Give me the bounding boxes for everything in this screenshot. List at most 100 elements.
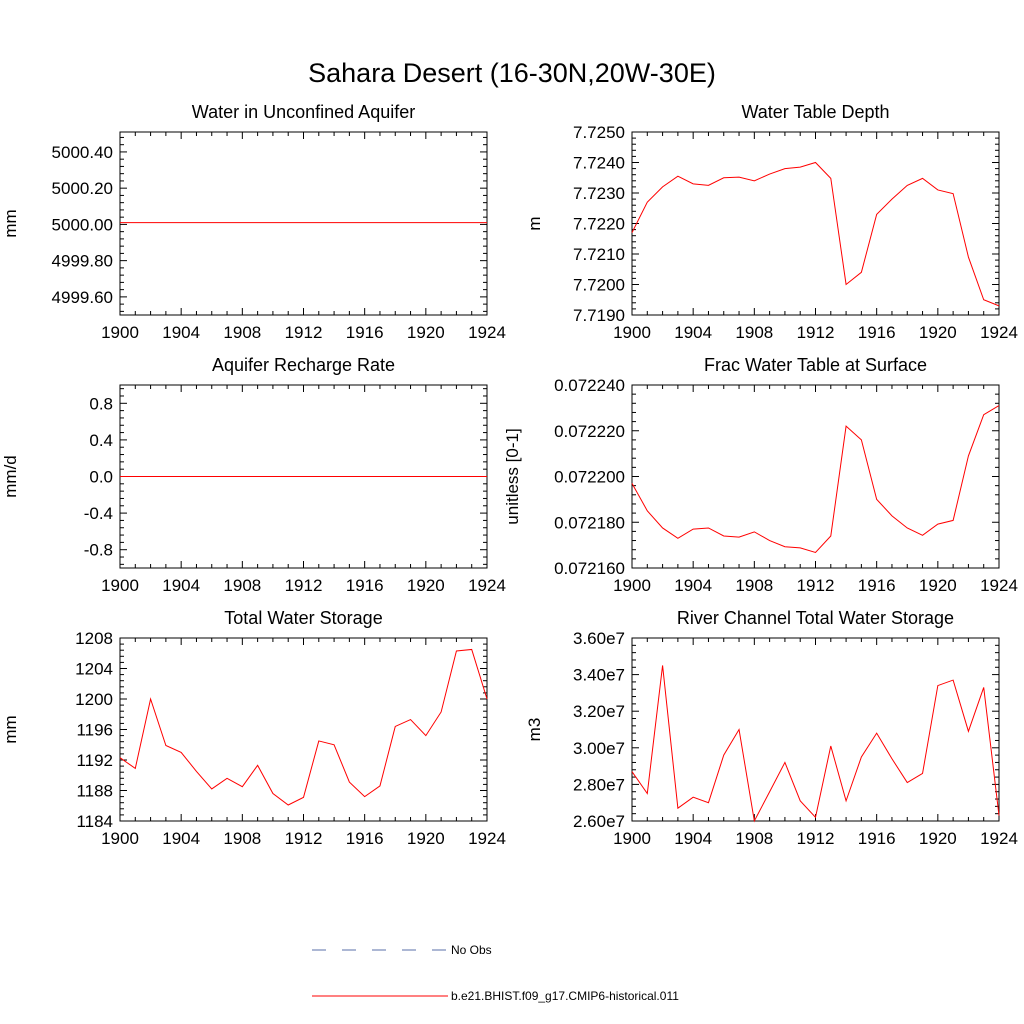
y-tick-label: 1208 (75, 629, 113, 648)
x-tick-label: 1904 (674, 323, 712, 342)
y-tick-label: 5000.40 (52, 143, 113, 162)
panel-title: Aquifer Recharge Rate (212, 355, 395, 375)
x-tick-label: 1900 (613, 323, 651, 342)
y-axis-label: mm (1, 715, 20, 743)
x-tick-label: 1920 (407, 323, 445, 342)
y-tick-label: 7.7240 (573, 154, 625, 173)
y-tick-label: 0.4 (89, 431, 113, 450)
y-tick-label: 3.20e7 (573, 702, 625, 721)
x-tick-label: 1908 (223, 323, 261, 342)
panel-grid: Water in Unconfined Aquifer 1900 1904 1908 1… (1, 102, 1018, 848)
panel-title: Total Water Storage (224, 608, 382, 628)
y-tick-label: 0.8 (89, 394, 113, 413)
x-tick-label: 1916 (346, 829, 384, 848)
x-tick-label: 1924 (468, 323, 506, 342)
y-tick-label: 7.7250 (573, 123, 625, 142)
x-tick-label: 1912 (285, 323, 323, 342)
x-tick-label: 1904 (162, 576, 200, 595)
x-tick-label: 1900 (613, 576, 651, 595)
x-tick-label: 1924 (980, 323, 1018, 342)
legend: No Obs b.e21.BHIST.f09_g17.CMIP6-historic… (312, 943, 679, 1003)
x-tick-label: 1900 (101, 829, 139, 848)
y-tick-label: 3.40e7 (573, 666, 625, 685)
y-tick-label: 0.072240 (554, 376, 625, 395)
x-tick-label: 1908 (223, 829, 261, 848)
panel-title: Water Table Depth (741, 102, 889, 122)
y-axis-label: mm (1, 209, 20, 237)
y-tick-label: 3.00e7 (573, 739, 625, 758)
y-tick-label: 1188 (76, 782, 113, 801)
y-tick-label: 1184 (76, 812, 113, 831)
y-tick-label: 7.7230 (573, 184, 625, 203)
y-tick-label: 7.7200 (573, 276, 625, 295)
y-tick-label: 1200 (75, 690, 113, 709)
x-tick-label: 1916 (858, 323, 896, 342)
series-line (631, 405, 1000, 554)
y-tick-label: 0.072200 (554, 468, 625, 487)
x-tick-label: 1920 (919, 576, 957, 595)
y-tick-label: 3.60e7 (573, 629, 625, 648)
panel-2: Water Table Depth 1900 1904 1908 1912 1916 192… (525, 102, 1018, 342)
y-tick-label: 1192 (76, 751, 113, 770)
x-tick-label: 1908 (735, 323, 773, 342)
y-tick-label: 0.072180 (554, 513, 625, 532)
plot-frame (119, 637, 488, 822)
legend-label: b.e21.BHIST.f09_g17.CMIP6-historical.011 (451, 989, 679, 1003)
y-tick-label: 5000.00 (52, 215, 113, 234)
panel-6: River Channel Total Water Storage 1900 190… (525, 608, 1018, 848)
y-tick-label: 1196 (76, 721, 113, 740)
x-tick-label: 1920 (407, 576, 445, 595)
panel-3: Aquifer Recharge Rate 1900 1904 1908 1912 191… (1, 355, 506, 595)
panel-5: Total Water Storage 1900 1904 1908 1912 1916 1… (1, 608, 506, 848)
y-axis-label: m3 (525, 718, 544, 742)
x-tick-label: 1904 (674, 576, 712, 595)
y-tick-label: 2.80e7 (573, 775, 625, 794)
x-tick-label: 1900 (101, 576, 139, 595)
x-tick-label: 1916 (346, 323, 384, 342)
y-tick-label: 4999.60 (52, 288, 113, 307)
x-tick-label: 1912 (285, 576, 323, 595)
series-line (631, 665, 1000, 823)
x-tick-label: 1908 (735, 576, 773, 595)
y-axis-label: mm/d (1, 455, 20, 498)
x-tick-label: 1916 (858, 829, 896, 848)
x-tick-label: 1920 (407, 829, 445, 848)
x-tick-label: 1916 (858, 576, 896, 595)
plot-frame (119, 131, 488, 316)
x-tick-label: 1908 (223, 576, 261, 595)
y-tick-label: 0.0 (89, 468, 113, 487)
x-tick-label: 1920 (919, 323, 957, 342)
y-tick-label: 1204 (75, 660, 113, 679)
x-tick-label: 1912 (285, 829, 323, 848)
y-tick-label: 0.072220 (554, 422, 625, 441)
figure-title: Sahara Desert (16-30N,20W-30E) (308, 58, 716, 88)
y-tick-label: 7.7190 (573, 306, 625, 325)
y-tick-label: 4999.80 (52, 252, 113, 271)
plot-frame (631, 131, 1000, 316)
y-axis-label: m (525, 216, 544, 230)
x-tick-label: 1916 (346, 576, 384, 595)
x-tick-label: 1912 (797, 829, 835, 848)
x-tick-label: 1900 (613, 829, 651, 848)
x-tick-label: 1904 (162, 323, 200, 342)
panel-title: Water in Unconfined Aquifer (192, 102, 415, 122)
panel-4: Frac Water Table at Surface 1900 1904 1908 1… (503, 355, 1018, 595)
x-tick-label: 1924 (468, 576, 506, 595)
x-tick-label: 1912 (797, 576, 835, 595)
plot-frame (631, 384, 1000, 569)
x-tick-label: 1920 (919, 829, 957, 848)
y-tick-label: 2.60e7 (573, 812, 625, 831)
panel-1: Water in Unconfined Aquifer 1900 1904 1908 1… (1, 102, 506, 342)
x-tick-label: 1924 (468, 829, 506, 848)
plot-frame (631, 637, 1000, 822)
panel-title: Frac Water Table at Surface (704, 355, 927, 375)
x-tick-label: 1912 (797, 323, 835, 342)
x-tick-label: 1904 (674, 829, 712, 848)
x-tick-label: 1924 (980, 576, 1018, 595)
legend-label: No Obs (451, 943, 492, 957)
panel-title: River Channel Total Water Storage (677, 608, 954, 628)
y-tick-label: -0.4 (84, 504, 113, 523)
y-tick-label: 7.7210 (573, 245, 625, 264)
x-tick-label: 1924 (980, 829, 1018, 848)
